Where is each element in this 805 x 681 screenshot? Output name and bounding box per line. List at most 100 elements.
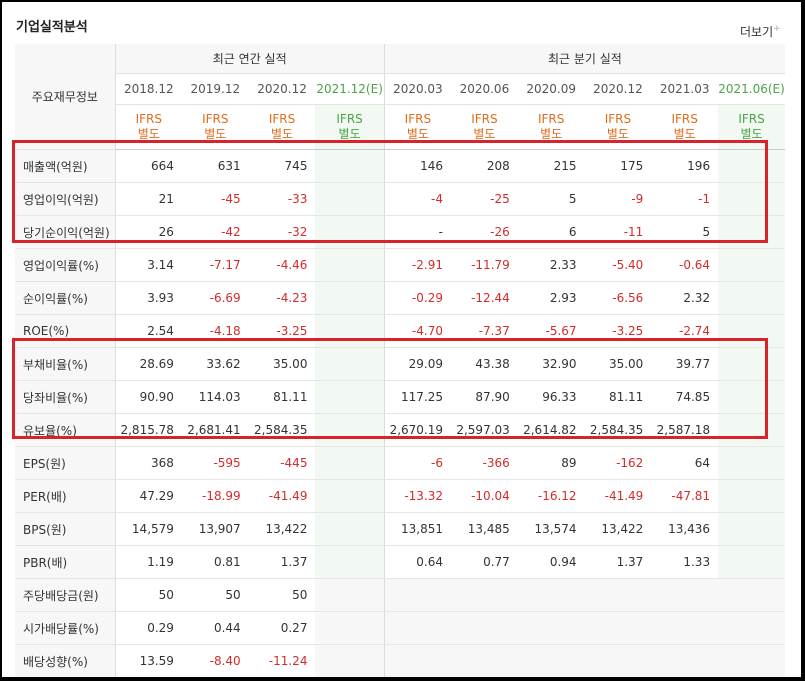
period-header: 2018.12 (114, 73, 182, 105)
plus-icon: + (773, 24, 781, 34)
value-cell: -7.37 (451, 314, 518, 348)
row-label: ROE(%) (15, 314, 116, 348)
value-cell: -11.24 (248, 644, 316, 677)
row-label: PBR(배) (15, 545, 116, 579)
value-cell: 2,597.03 (451, 413, 518, 447)
value-cell: 50 (248, 578, 316, 612)
row-label: 배당성향(%) (15, 644, 116, 677)
more-link[interactable]: 더보기+ (740, 23, 781, 40)
quarter-group-header: 최근 분기 실적 (383, 44, 785, 74)
value-cell: -6 (383, 446, 452, 480)
value-cell: -5.40 (584, 248, 652, 282)
value-cell: -9 (584, 182, 652, 216)
value-cell: -18.99 (181, 479, 249, 513)
table-row: 주당배당금(원) 50 50 50 (15, 578, 785, 612)
value-cell: -8.40 (181, 644, 249, 677)
value-cell: 2.32 (651, 281, 719, 315)
value-cell: -2.91 (383, 248, 452, 282)
value-cell: 81.11 (248, 380, 316, 414)
value-cell (315, 314, 385, 348)
value-cell (718, 512, 785, 546)
table-row: 당기순이익(억원) 26 -42 -32 - -26 6 -11 5 (15, 215, 785, 249)
table-row: PBR(배) 1.19 0.81 1.37 0.64 0.77 0.94 1.37 1.33 (15, 545, 785, 579)
value-cell: 114.03 (181, 380, 249, 414)
period-header: 2019.12 (181, 73, 249, 105)
value-cell: -26 (451, 215, 518, 249)
value-cell: 13,422 (248, 512, 316, 546)
separate-label: 별도 (204, 127, 227, 141)
value-cell (718, 611, 785, 645)
value-cell: -41.49 (248, 479, 316, 513)
separate-label: 별도 (406, 127, 429, 141)
value-cell: -2.74 (651, 314, 719, 348)
value-cell (718, 281, 785, 315)
row-label: BPS(원) (15, 512, 116, 546)
table-row: 영업이익(억원) 21 -45 -33 -4 -25 5 -9 -1 (15, 182, 785, 216)
value-cell: 0.64 (383, 545, 452, 579)
value-cell: 87.90 (451, 380, 518, 414)
ifrs-badge: IFRS 별도 (517, 104, 585, 150)
row-label: 매출액(억원) (15, 149, 116, 183)
value-cell: -13.32 (383, 479, 452, 513)
value-cell (315, 149, 385, 183)
ifrs-label: IFRS (336, 112, 363, 126)
table-row: 매출액(억원) 664 631 745 146 208 215 175 196 (15, 149, 785, 183)
value-cell: -11.79 (451, 248, 518, 282)
value-cell: 35.00 (584, 347, 652, 381)
value-cell: -0.29 (383, 281, 452, 315)
value-cell: -10.04 (451, 479, 518, 513)
value-cell (451, 611, 518, 645)
value-cell: 2,670.19 (383, 413, 452, 447)
value-cell: 175 (584, 149, 652, 183)
table-row: 당좌비율(%) 90.90 114.03 81.11 117.25 87.90 96.33 8… (15, 380, 785, 414)
value-cell: 50 (181, 578, 249, 612)
value-cell: -6.56 (584, 281, 652, 315)
table-row: ROE(%) 2.54 -4.18 -3.25 -4.70 -7.37 -5.67 -3.25… (15, 314, 785, 348)
value-cell (718, 578, 785, 612)
row-label: 유보율(%) (15, 413, 116, 447)
table-row: EPS(원) 368 -595 -445 -6 -366 89 -162 64 (15, 446, 785, 480)
ifrs-badge: IFRS 별도 (718, 104, 785, 150)
value-cell (718, 479, 785, 513)
value-cell (517, 611, 585, 645)
row-label: 부채비율(%) (15, 347, 116, 381)
value-cell: 631 (181, 149, 249, 183)
value-cell (315, 578, 385, 612)
value-cell: -4.18 (181, 314, 249, 348)
value-cell: 2.54 (114, 314, 182, 348)
value-cell: 0.81 (181, 545, 249, 579)
value-cell: 0.94 (517, 545, 585, 579)
value-cell: 2,584.35 (584, 413, 652, 447)
period-header: 2020.12 (248, 73, 316, 105)
table-row: 순이익률(%) 3.93 -6.69 -4.23 -0.29 -12.44 2.93 -6.5… (15, 281, 785, 315)
value-cell: 96.33 (517, 380, 585, 414)
value-cell: -4 (383, 182, 452, 216)
value-cell: -41.49 (584, 479, 652, 513)
table-row: BPS(원) 14,579 13,907 13,422 13,851 13,485 13,5… (15, 512, 785, 546)
row-label: 순이익률(%) (15, 281, 116, 315)
value-cell: -4.46 (248, 248, 316, 282)
value-cell: 3.93 (114, 281, 182, 315)
value-cell: 2.33 (517, 248, 585, 282)
value-cell (651, 611, 719, 645)
ifrs-badge: IFRS 별도 (315, 104, 385, 150)
ifrs-label: IFRS (738, 112, 765, 126)
ifrs-badge: IFRS 별도 (248, 104, 316, 150)
value-cell: 13,907 (181, 512, 249, 546)
separate-label: 별도 (137, 127, 160, 141)
value-cell (315, 347, 385, 381)
value-cell (315, 281, 385, 315)
value-cell: 13,851 (383, 512, 452, 546)
value-cell: 47.29 (114, 479, 182, 513)
value-cell (315, 380, 385, 414)
value-cell: -6.69 (181, 281, 249, 315)
separate-label: 별도 (606, 127, 629, 141)
value-cell: - (383, 215, 452, 249)
value-cell: 0.44 (181, 611, 249, 645)
value-cell: -0.64 (651, 248, 719, 282)
value-cell: 2,587.18 (651, 413, 719, 447)
value-cell (718, 215, 785, 249)
value-cell: 28.69 (114, 347, 182, 381)
value-cell: -33 (248, 182, 316, 216)
